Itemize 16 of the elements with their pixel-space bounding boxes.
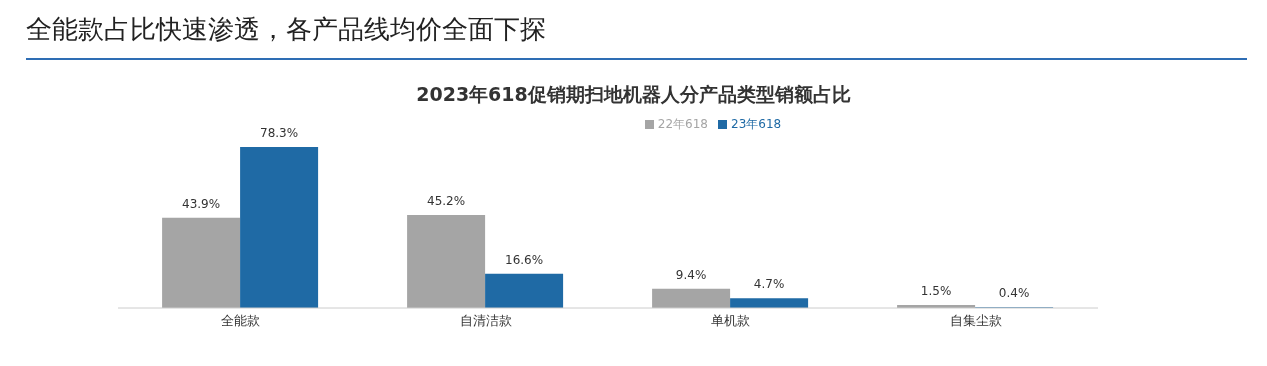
x-tick-label: 自集尘款 [949, 313, 1002, 329]
x-tick-label: 全能款 [221, 313, 260, 329]
data-label: 45.2% [427, 194, 466, 209]
data-label: 9.4% [675, 267, 707, 282]
x-tick-label: 自清洁款 [459, 313, 512, 329]
chart-subtitle: 2023年618促销期扫地机器人分产品类型销额占比 [415, 82, 852, 107]
data-label: 1.5% [920, 283, 952, 298]
data-label: 43.9% [182, 196, 221, 211]
data-label: 16.6% [505, 252, 544, 267]
x-tick-label: 单机款 [711, 313, 750, 329]
data-label: 78.3% [260, 126, 299, 140]
legend-label: 22年618 [657, 117, 708, 131]
data-label: 0.4% [998, 286, 1030, 301]
legend-label: 23年618 [731, 117, 782, 131]
data-label: 4.7% [753, 277, 785, 292]
chart-title: 全能款占比快速渗透，各产品线均价全面下探 [25, 13, 547, 46]
